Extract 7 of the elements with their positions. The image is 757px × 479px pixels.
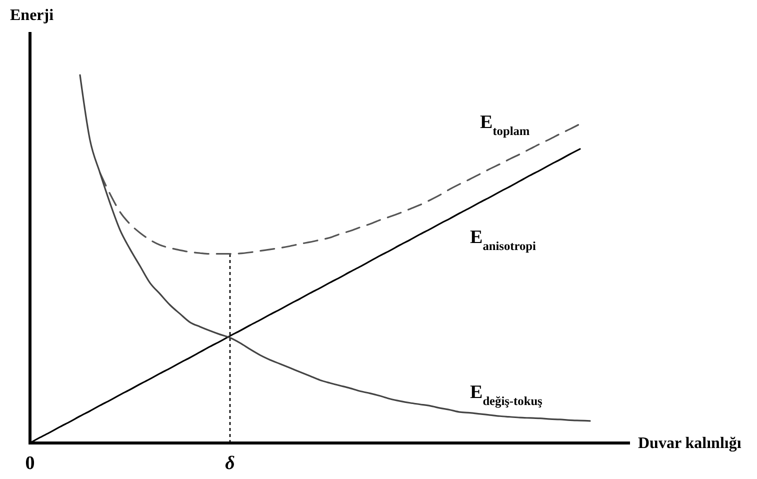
series-label: E$_{toplam}$ [480,112,530,138]
y-axis-title: Enerji [10,7,54,24]
x-tick-label: 0 [25,453,35,474]
x-tick-label: δ [225,453,236,474]
x-axis-title: Duvar kalınlığı [638,435,742,452]
series-label: E$_{anisotropi}$ [470,227,537,253]
series-label: E$_{değiş-tokuş}$ [470,382,543,408]
